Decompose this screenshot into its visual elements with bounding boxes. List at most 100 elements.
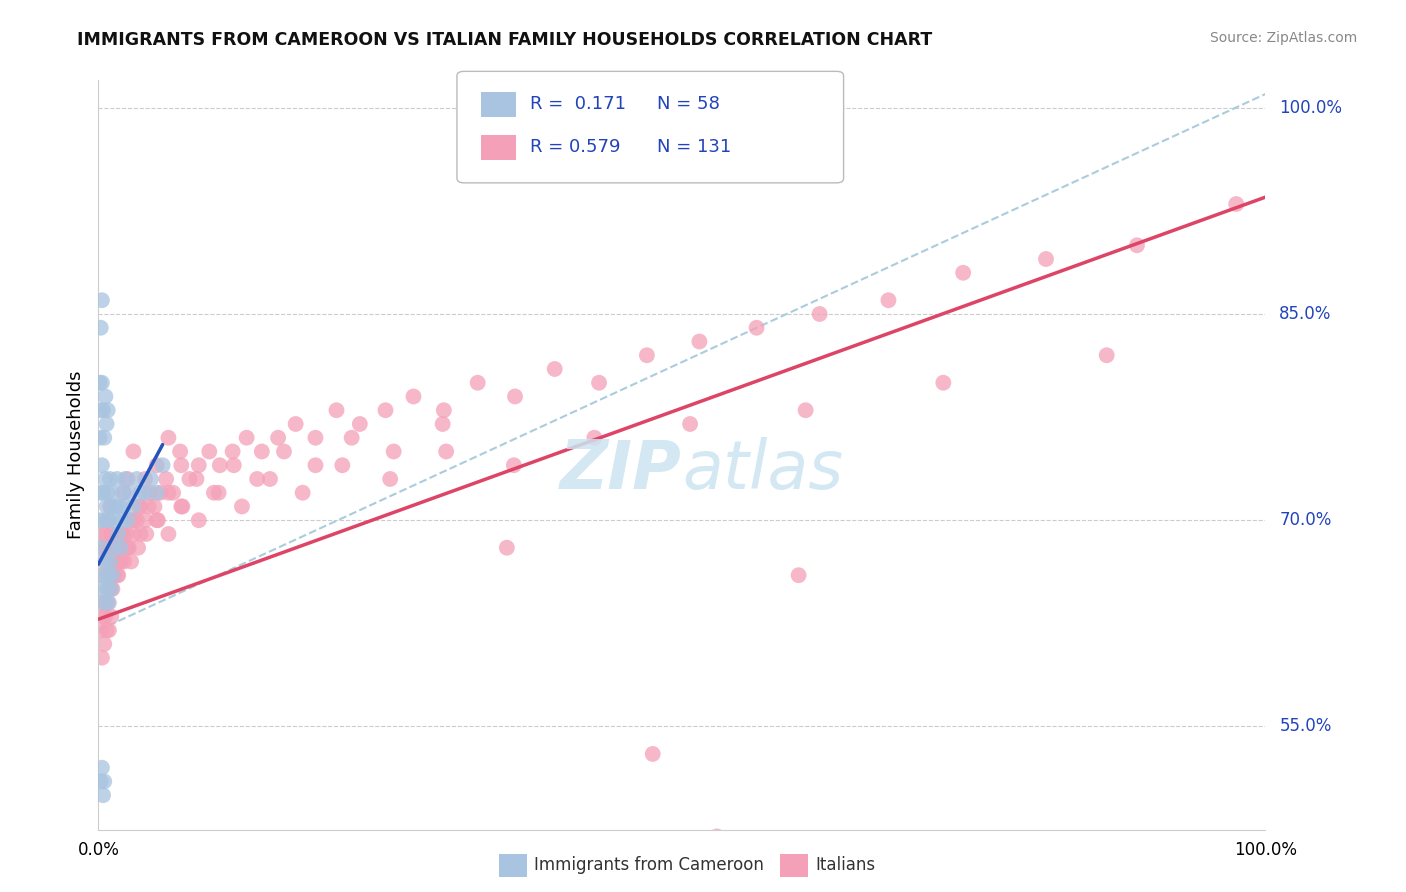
Text: Source: ZipAtlas.com: Source: ZipAtlas.com xyxy=(1209,31,1357,45)
Point xyxy=(90,624,112,638)
Point xyxy=(90,376,112,390)
Point xyxy=(380,472,402,486)
Point xyxy=(98,472,121,486)
Point xyxy=(91,609,114,624)
Point xyxy=(89,513,111,527)
Point xyxy=(90,650,112,665)
Point xyxy=(104,500,127,514)
Point xyxy=(325,403,347,417)
Point xyxy=(90,761,112,775)
Point xyxy=(96,417,118,431)
Point xyxy=(93,637,115,651)
Point xyxy=(90,582,112,596)
Point xyxy=(1035,252,1057,266)
Text: N = 58: N = 58 xyxy=(657,95,720,113)
Point xyxy=(207,485,229,500)
Point xyxy=(187,458,209,473)
Point xyxy=(103,554,125,568)
Point xyxy=(139,485,162,500)
Point xyxy=(104,554,127,568)
Point xyxy=(93,774,115,789)
Text: 55.0%: 55.0% xyxy=(1279,717,1331,735)
Point xyxy=(1126,238,1149,252)
Point xyxy=(544,362,567,376)
Y-axis label: Family Households: Family Households xyxy=(66,371,84,539)
Point xyxy=(330,458,353,473)
Point xyxy=(118,541,141,555)
Point xyxy=(111,527,134,541)
Point xyxy=(402,389,425,403)
Point xyxy=(433,403,456,417)
Point xyxy=(94,609,117,624)
Point xyxy=(89,596,111,610)
Point xyxy=(91,485,114,500)
Point xyxy=(100,582,122,596)
Point xyxy=(688,334,710,349)
Point xyxy=(146,485,169,500)
Point xyxy=(94,472,117,486)
Point xyxy=(90,458,112,473)
Text: IMMIGRANTS FROM CAMEROON VS ITALIAN FAMILY HOUSEHOLDS CORRELATION CHART: IMMIGRANTS FROM CAMEROON VS ITALIAN FAMI… xyxy=(77,31,932,49)
Point xyxy=(94,554,117,568)
Point xyxy=(932,376,955,390)
Point xyxy=(139,472,162,486)
Point xyxy=(91,527,114,541)
Point xyxy=(111,513,134,527)
Point xyxy=(273,444,295,458)
Point xyxy=(502,458,524,473)
Point xyxy=(117,472,139,486)
Point xyxy=(100,500,122,514)
Point xyxy=(96,541,118,555)
Point xyxy=(112,485,135,500)
Point xyxy=(583,431,606,445)
Point xyxy=(107,568,129,582)
Text: 100.0%: 100.0% xyxy=(1279,99,1343,117)
Point xyxy=(179,472,201,486)
Point xyxy=(186,472,208,486)
Point xyxy=(97,596,120,610)
Point xyxy=(108,541,131,555)
Point xyxy=(250,444,273,458)
Point xyxy=(122,444,145,458)
Point xyxy=(127,541,149,555)
Point xyxy=(112,554,135,568)
Point xyxy=(138,500,160,514)
Point xyxy=(128,500,150,514)
Point xyxy=(129,485,152,500)
Point xyxy=(432,417,454,431)
Point xyxy=(349,417,371,431)
Point xyxy=(97,582,120,596)
Point xyxy=(157,431,180,445)
Point xyxy=(641,747,664,761)
Point xyxy=(291,485,314,500)
Point xyxy=(1095,348,1118,362)
Point xyxy=(122,500,145,514)
Point xyxy=(157,527,180,541)
Text: ZIP: ZIP xyxy=(560,437,682,503)
Point xyxy=(101,582,124,596)
Point xyxy=(90,320,112,334)
Point xyxy=(96,582,118,596)
Point xyxy=(146,458,169,473)
Point xyxy=(208,458,231,473)
Point xyxy=(97,513,120,527)
Point xyxy=(97,624,120,638)
Point xyxy=(89,376,111,390)
Point xyxy=(110,554,132,568)
Point xyxy=(706,830,728,844)
Point xyxy=(101,568,124,582)
Text: Italians: Italians xyxy=(815,856,876,874)
Point xyxy=(111,485,134,500)
Point xyxy=(96,500,118,514)
Point xyxy=(90,568,112,582)
Point xyxy=(221,444,243,458)
Point xyxy=(467,376,489,390)
Point xyxy=(636,348,658,362)
Point xyxy=(745,320,768,334)
Point xyxy=(374,403,396,417)
Point xyxy=(155,472,177,486)
Point xyxy=(267,431,290,445)
Point xyxy=(284,417,307,431)
Point xyxy=(105,568,128,582)
Point xyxy=(105,472,128,486)
